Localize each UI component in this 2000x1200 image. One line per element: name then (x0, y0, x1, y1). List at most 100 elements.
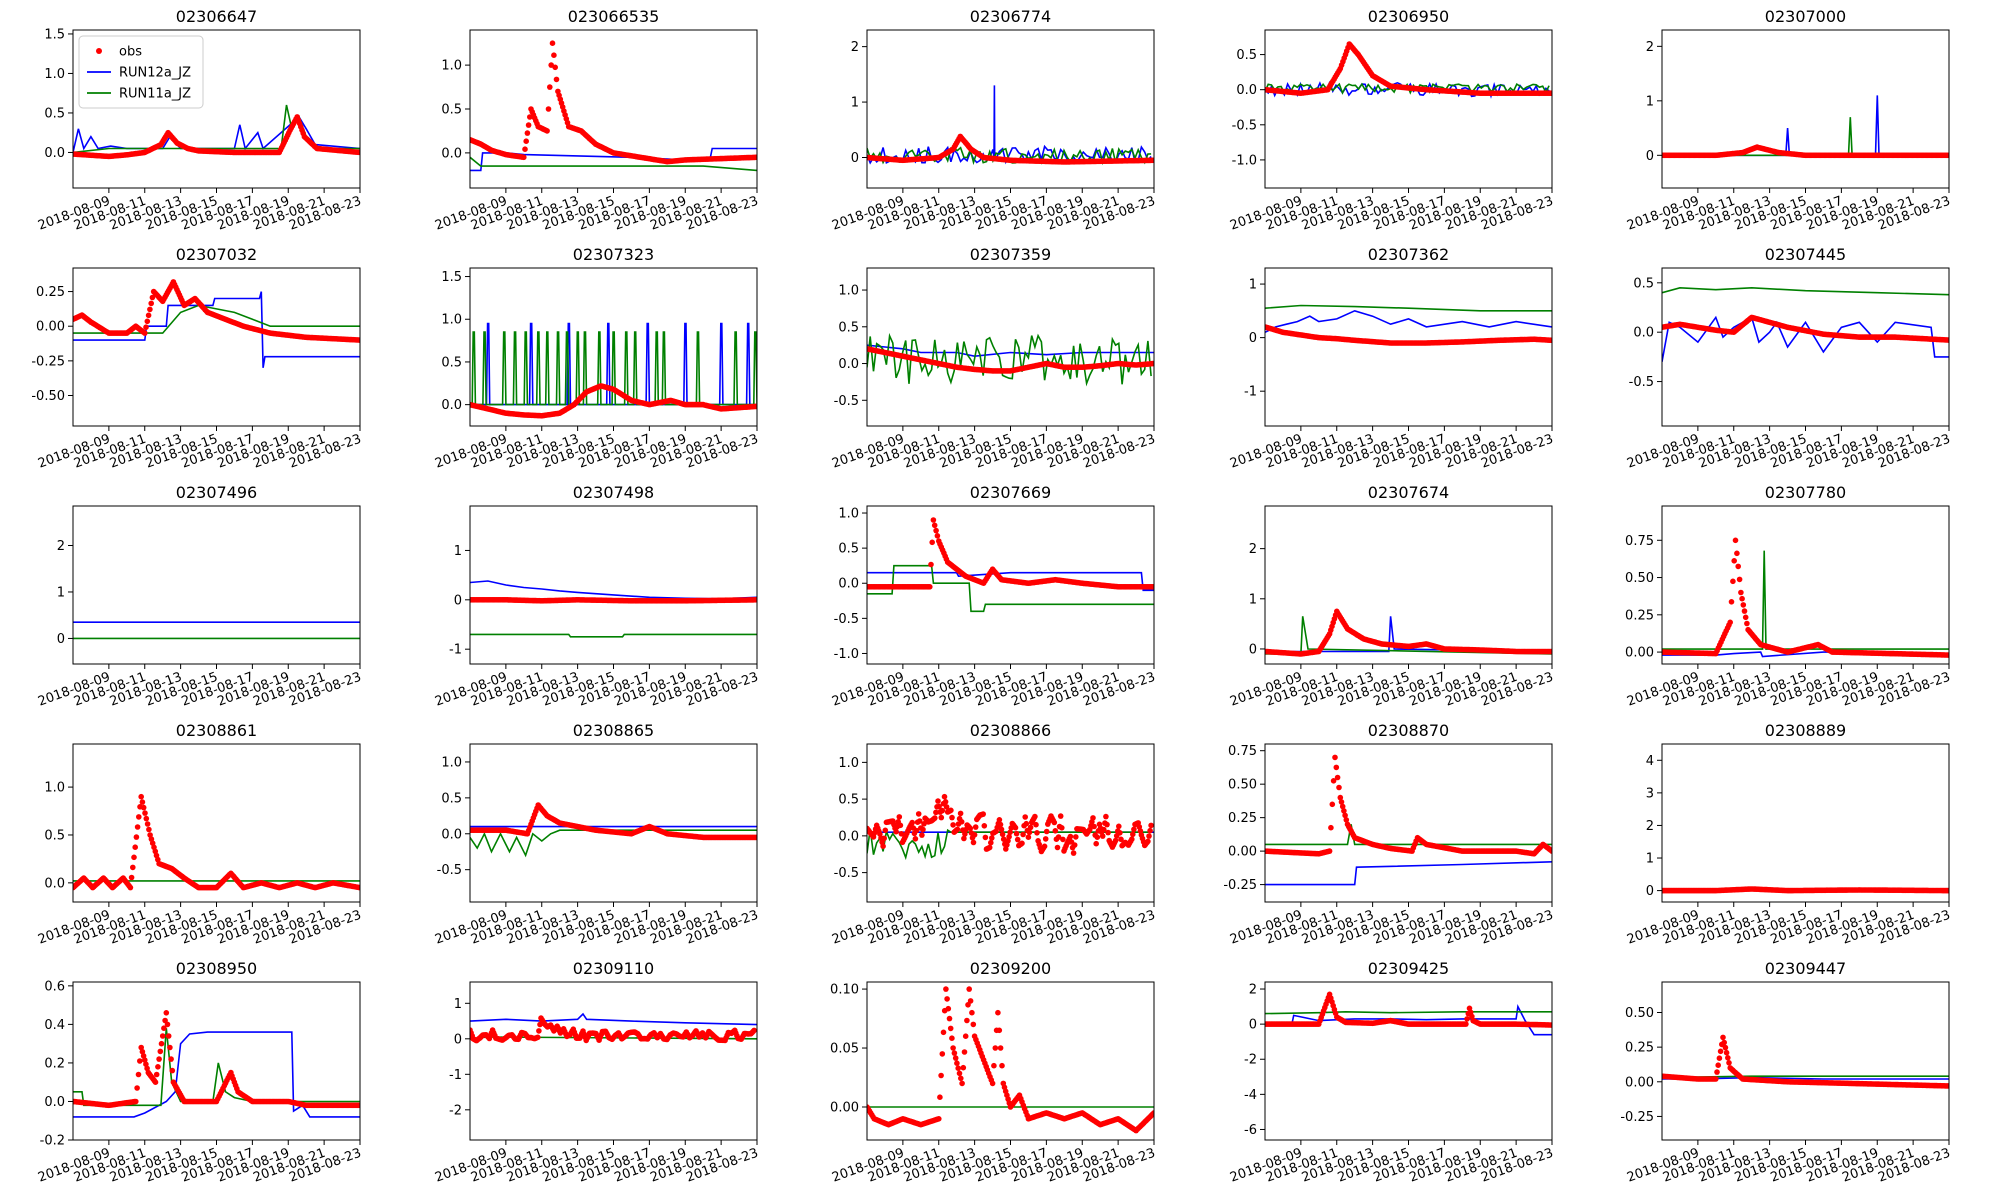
y-tick-label: 0.5 (838, 542, 859, 557)
obs-point (1022, 814, 1028, 820)
obs-point (357, 337, 360, 343)
obs-point (132, 844, 138, 850)
obs-point (143, 815, 150, 822)
plot-area (73, 279, 360, 368)
obs-point (1336, 784, 1342, 791)
y-tick-label: 0 (1646, 884, 1654, 899)
y-tick-label: -0.5 (1232, 118, 1257, 133)
plot-area (1662, 537, 1949, 658)
obs-point (1073, 834, 1079, 840)
obs-point (881, 835, 887, 842)
run11-line (470, 156, 757, 172)
subplot-title: 02307674 (1368, 483, 1449, 502)
subplot-02308861: 023088610.00.51.02018-08-092018-08-11201… (36, 721, 363, 948)
y-tick-label: 1.0 (44, 67, 65, 82)
legend-box (78, 35, 204, 109)
plot-area (867, 517, 1154, 613)
obs-point (913, 827, 920, 834)
obs-point (915, 811, 922, 817)
obs-point (523, 138, 529, 144)
obs-point (919, 832, 925, 838)
obs-point (1734, 550, 1740, 557)
obs-point (357, 149, 360, 156)
obs-point (920, 826, 926, 833)
obs-point (136, 814, 142, 820)
run11-line (1265, 304, 1552, 312)
run11-line (867, 332, 1152, 387)
obs-point (146, 826, 152, 833)
obs-point (997, 821, 1004, 828)
obs-point (549, 40, 556, 46)
obs-point (1735, 563, 1741, 570)
obs-point (1738, 589, 1744, 596)
obs-point (1013, 830, 1020, 837)
obs-point (1151, 584, 1154, 590)
plot-area (470, 40, 757, 172)
obs-point (1129, 836, 1135, 842)
obs-point (1549, 337, 1552, 344)
obs-point (148, 300, 154, 307)
obs-point (1148, 822, 1154, 829)
subplot-title: 02307362 (1368, 245, 1449, 264)
subplot-02307032: 02307032-0.50-0.250.000.252018-08-092018… (31, 245, 363, 472)
obs-point (754, 597, 757, 603)
obs-point (1043, 828, 1050, 835)
subplot-title: 02306647 (176, 7, 257, 26)
axes-frame (1264, 267, 1553, 427)
obs-point (936, 803, 942, 810)
obs-point (896, 814, 903, 820)
obs-point (1338, 799, 1345, 805)
obs-point (1329, 801, 1336, 808)
obs-point (521, 154, 527, 161)
obs-point (1091, 823, 1097, 830)
obs-point (1060, 836, 1066, 843)
y-tick-label: 1.5 (441, 270, 462, 285)
y-tick-label: 1.0 (838, 756, 859, 771)
obs-point (961, 835, 967, 842)
obs-point (1549, 648, 1552, 655)
run11-line (470, 829, 757, 858)
y-tick-label: 0.0 (838, 829, 859, 844)
obs-point (1326, 848, 1333, 854)
obs-point (935, 798, 941, 804)
obs-point (954, 826, 961, 833)
axes-frame (72, 267, 361, 427)
subplot-title: 02308861 (176, 721, 257, 740)
y-tick-label: 0.0 (44, 146, 65, 161)
y-tick-label: 1 (1646, 852, 1654, 867)
y-tick-label: 1 (1249, 278, 1257, 293)
obs-point (893, 828, 899, 835)
subplot-02307674: 023076740122018-08-092018-08-112018-08-1… (1228, 483, 1555, 710)
run11-line (1265, 82, 1550, 95)
obs-point (1118, 836, 1124, 843)
obs-point (149, 294, 156, 301)
obs-point (1731, 558, 1737, 564)
obs-point (971, 832, 978, 838)
obs-point (144, 821, 151, 827)
run11-line (470, 331, 757, 406)
subplot-title: 02308870 (1368, 721, 1449, 740)
obs-point (1104, 821, 1110, 828)
obs-point (1728, 599, 1735, 605)
obs-point (1332, 754, 1338, 761)
run12-line (1662, 95, 1949, 157)
obs-point (144, 318, 151, 325)
obs-point (1105, 829, 1111, 836)
obs-point (552, 64, 558, 71)
obs-point (1000, 836, 1007, 842)
y-tick-label: 0.25 (1625, 608, 1654, 623)
axes-frame (1264, 29, 1553, 189)
y-tick-label: 0.5 (44, 106, 65, 121)
obs-point (1006, 833, 1012, 840)
subplot-title: 02307000 (1765, 7, 1846, 26)
obs-point (1946, 652, 1949, 658)
y-tick-label: -0.25 (31, 354, 65, 369)
obs-point (551, 52, 557, 58)
obs-point (147, 306, 153, 313)
plot-area (1265, 41, 1552, 99)
y-tick-label: -1 (449, 643, 462, 658)
obs-point (948, 807, 954, 814)
obs-point (909, 819, 915, 826)
y-tick-label: 0 (1646, 149, 1654, 164)
